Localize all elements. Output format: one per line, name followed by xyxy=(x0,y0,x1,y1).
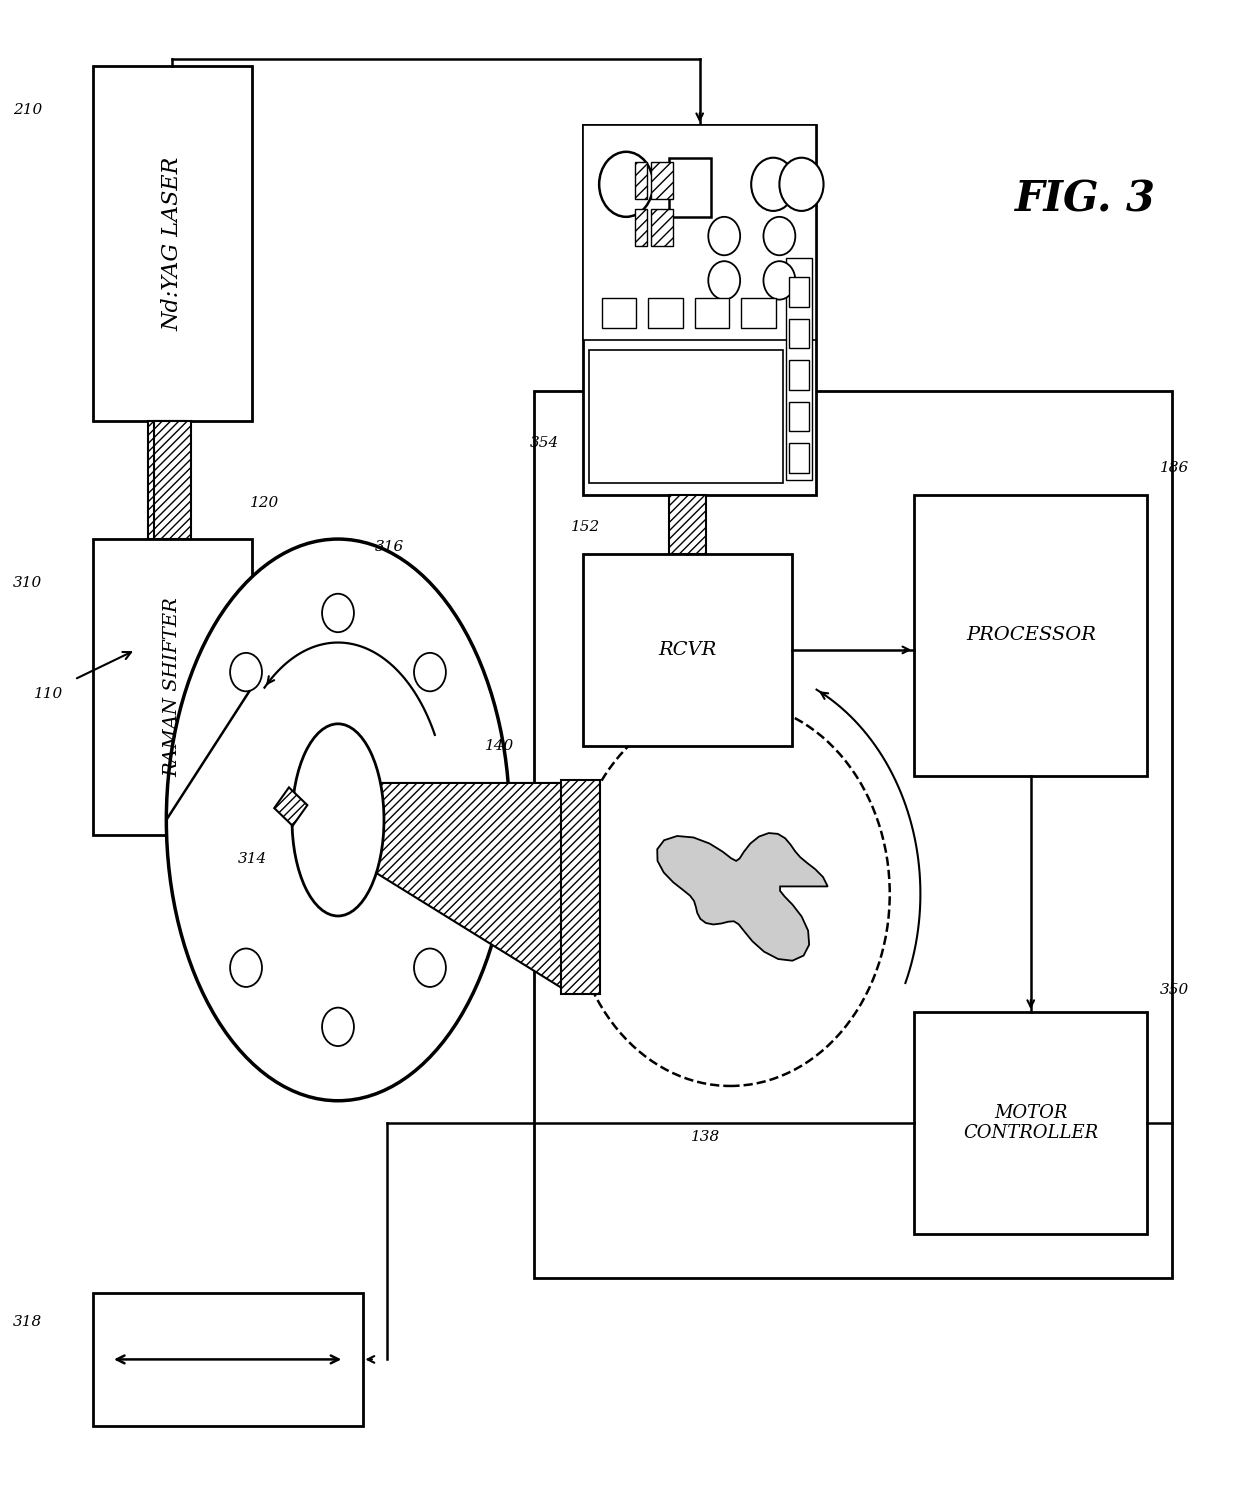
Text: 314: 314 xyxy=(237,852,267,867)
Bar xyxy=(789,360,808,389)
Bar xyxy=(534,391,1172,1279)
Text: 140: 140 xyxy=(485,739,515,753)
Bar xyxy=(583,125,816,340)
Circle shape xyxy=(599,152,653,216)
Circle shape xyxy=(231,653,262,691)
Circle shape xyxy=(764,261,795,300)
Bar xyxy=(694,298,729,328)
Text: RAMAN SHIFTER: RAMAN SHIFTER xyxy=(164,597,181,777)
Bar xyxy=(562,780,600,994)
Bar xyxy=(789,401,808,431)
Bar xyxy=(789,278,808,307)
Text: 138: 138 xyxy=(691,1131,720,1144)
Circle shape xyxy=(322,1007,353,1046)
Bar xyxy=(670,495,706,554)
Circle shape xyxy=(414,653,446,691)
Bar xyxy=(93,66,252,421)
Ellipse shape xyxy=(166,539,510,1101)
Bar xyxy=(651,163,673,198)
Circle shape xyxy=(231,949,262,986)
Bar xyxy=(670,158,711,216)
Bar xyxy=(635,209,647,246)
Text: 316: 316 xyxy=(374,540,404,554)
Bar xyxy=(914,495,1147,776)
Circle shape xyxy=(414,949,446,986)
Text: RCVR: RCVR xyxy=(658,642,717,659)
Circle shape xyxy=(708,261,740,300)
Bar xyxy=(601,298,636,328)
Bar xyxy=(583,554,791,746)
Bar xyxy=(789,443,808,473)
Text: PROCESSOR: PROCESSOR xyxy=(966,627,1096,645)
Bar xyxy=(649,298,682,328)
Circle shape xyxy=(708,216,740,255)
Text: 310: 310 xyxy=(14,576,42,591)
Polygon shape xyxy=(274,788,308,825)
Circle shape xyxy=(751,158,795,210)
Bar xyxy=(93,1294,362,1426)
Text: 110: 110 xyxy=(33,688,63,701)
Text: 210: 210 xyxy=(14,103,42,118)
Polygon shape xyxy=(350,783,565,989)
Bar xyxy=(785,258,812,480)
Bar xyxy=(589,349,784,483)
Circle shape xyxy=(322,594,353,633)
Circle shape xyxy=(570,701,890,1086)
Text: 152: 152 xyxy=(570,521,600,534)
Bar xyxy=(148,421,185,539)
Text: 318: 318 xyxy=(14,1316,42,1329)
Bar xyxy=(914,1012,1147,1234)
Polygon shape xyxy=(657,833,827,961)
Circle shape xyxy=(764,216,795,255)
Ellipse shape xyxy=(291,724,384,916)
Bar xyxy=(154,421,191,539)
Text: Nd:YAG LASER: Nd:YAG LASER xyxy=(161,157,184,331)
Bar xyxy=(742,298,776,328)
Circle shape xyxy=(780,158,823,210)
Text: 350: 350 xyxy=(1159,983,1189,997)
Bar xyxy=(583,125,816,495)
Bar xyxy=(635,163,647,198)
Bar xyxy=(651,209,673,246)
Bar xyxy=(789,319,808,349)
Text: 354: 354 xyxy=(529,436,559,451)
Text: MOTOR
CONTROLLER: MOTOR CONTROLLER xyxy=(963,1104,1099,1143)
Text: FIG. 3: FIG. 3 xyxy=(1016,178,1157,221)
Bar xyxy=(93,539,252,834)
Text: 120: 120 xyxy=(249,495,279,509)
Text: 186: 186 xyxy=(1159,461,1189,474)
